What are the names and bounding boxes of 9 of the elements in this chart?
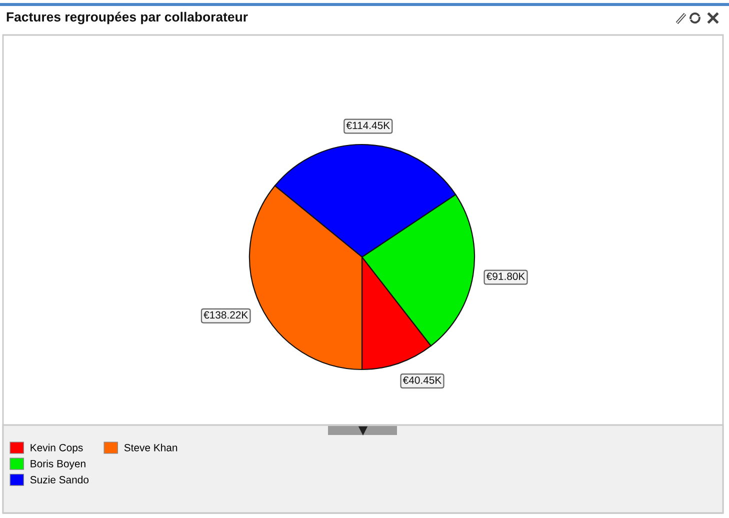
- data-label: €114.45K: [346, 122, 390, 130]
- data-label: €40.45K: [402, 376, 442, 384]
- data-label: €138.22K: [204, 311, 248, 319]
- chart-title: Factures regroupées par collaborateur: [6, 12, 248, 24]
- legend-label: Kevin Cops: [30, 444, 83, 454]
- legend-label: Steve Khan: [124, 444, 178, 452]
- data-label: €91.80K: [486, 272, 526, 280]
- legend-label: Boris Boyen: [30, 460, 86, 470]
- legend-label: Suzie Sando: [30, 476, 89, 484]
